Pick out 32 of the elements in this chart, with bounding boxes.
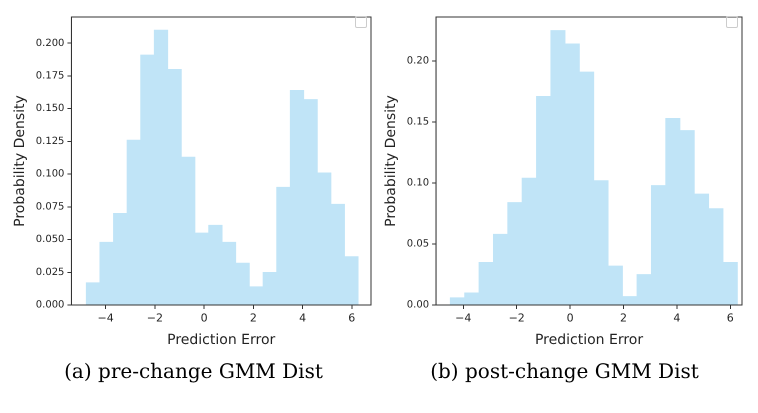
text: (b) post-change GMM Dist: [429, 359, 700, 383]
x-tick-label: −2: [146, 311, 163, 324]
y-tick-label: 0.075: [36, 201, 64, 212]
y-tick-label: 0.10: [406, 178, 430, 189]
y-tick-label: 0.200: [36, 38, 64, 49]
x-tick-label: 6: [726, 311, 734, 324]
y-axis-title: Probability Density: [383, 95, 400, 227]
y-tick-label: 0.20: [406, 56, 430, 67]
y-tick-label: 0.025: [36, 266, 64, 278]
y-tick-label: 0.125: [36, 136, 64, 147]
x-tick-label: 2: [620, 311, 627, 324]
y-tick-label: 0.05: [406, 238, 430, 250]
x-tick-label: −4: [98, 311, 114, 324]
y-tick-label: 0.050: [36, 234, 64, 246]
x-tick-label: −2: [508, 311, 525, 324]
x-tick-label: −4: [455, 311, 472, 324]
x-tick-label: 2: [250, 311, 257, 324]
y-tick-label: 0.100: [36, 168, 64, 180]
x-axis-title: Prediction Error: [167, 332, 276, 348]
x-tick-label: 4: [673, 311, 680, 324]
x-tick-label: 6: [348, 311, 356, 324]
x-axis-title: Prediction Error: [534, 332, 644, 348]
y-tick-label: 0.150: [36, 103, 64, 114]
y-tick-label: 0.00: [406, 300, 430, 311]
y-axis-title: Probability Density: [12, 95, 28, 227]
y-tick-label: 0.175: [36, 70, 64, 82]
y-tick-label: 0.15: [406, 116, 430, 128]
y-tick-label: 0.000: [36, 300, 64, 311]
x-tick-label: 4: [299, 311, 306, 324]
x-tick-label: 0: [566, 311, 574, 324]
x-tick-label: 0: [200, 311, 208, 324]
text: (a) pre-change GMM Dist: [63, 359, 324, 383]
